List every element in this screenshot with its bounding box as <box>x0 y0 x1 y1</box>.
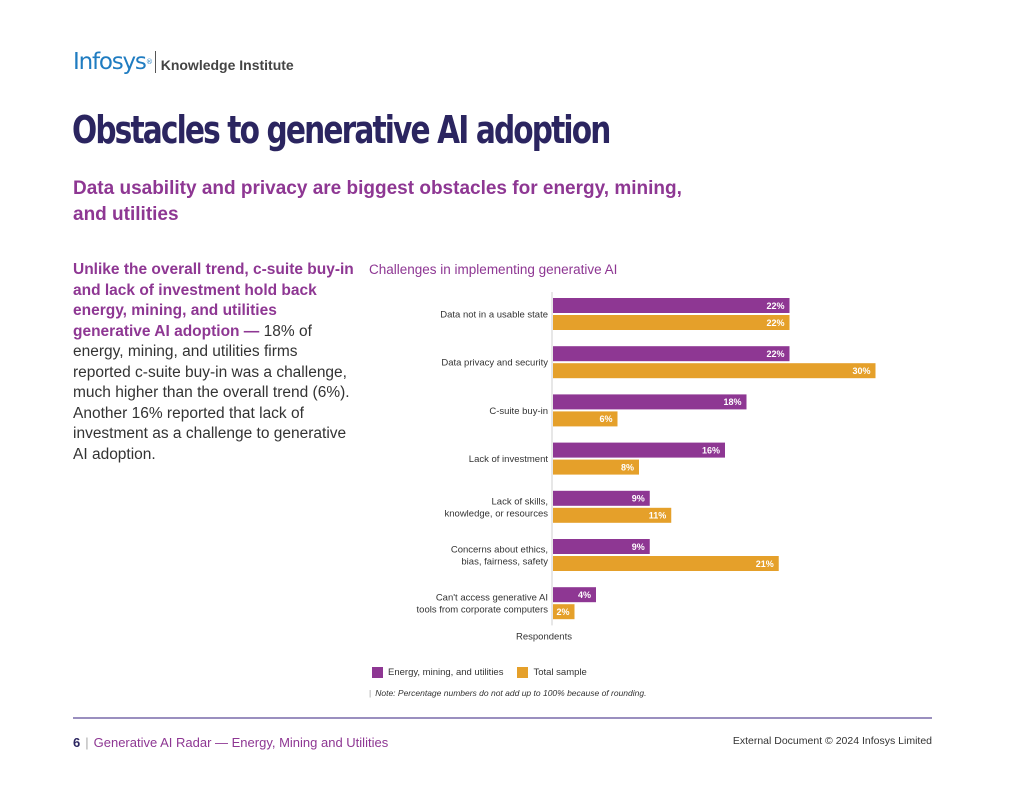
legend-item-energy: Energy, mining, and utilities <box>372 667 503 678</box>
copyright: External Document © 2024 Infosys Limited <box>732 735 932 747</box>
logo-divider <box>154 51 156 73</box>
bar-total <box>553 459 639 475</box>
bar-energy <box>553 298 790 313</box>
data-label: 21% <box>756 559 774 569</box>
category-label: Lack of investment <box>469 454 549 465</box>
chart-legend: Energy, mining, and utilities Total samp… <box>372 667 601 678</box>
chart-note: | Note: Percentage numbers do not add up … <box>369 688 646 698</box>
legend-swatch-energy <box>372 667 383 678</box>
data-label: 9% <box>632 494 645 504</box>
note-marker: | <box>369 688 372 698</box>
bar-total <box>553 363 876 379</box>
legend-swatch-total <box>517 667 529 678</box>
registered-mark: ® <box>145 58 153 66</box>
logo-division: Knowledge Institute <box>160 57 294 73</box>
legend-item-total: Total sample <box>517 667 587 678</box>
bar-total <box>553 315 790 330</box>
data-label: 8% <box>621 462 634 472</box>
footer-left: 6 | Generative AI Radar — Energy, Mining a… <box>73 735 388 750</box>
footer-separator: | <box>85 735 89 750</box>
category-label: Concerns about ethics, bias, fairness, sa… <box>451 545 548 568</box>
note-text: Note: Percentage numbers do not add up t… <box>375 688 647 698</box>
bar-chart: Data not in a usable state 22% 22% Data pri… <box>417 292 876 642</box>
page-subtitle: Data usability and privacy are biggest o… <box>73 178 682 225</box>
data-label: 6% <box>599 414 612 424</box>
bar-total <box>553 411 618 427</box>
infosys-logo: Infosys ® Knowledge Institute <box>73 48 294 74</box>
bar-energy <box>553 587 596 603</box>
bar-energy <box>553 539 650 554</box>
data-label: 4% <box>578 590 591 600</box>
page-number: 6 <box>73 735 81 750</box>
bar-energy <box>553 490 650 506</box>
data-label: 11% <box>649 511 667 521</box>
category-label: Lack of skills, knowledge, or resources <box>445 496 549 519</box>
chart-title: Challenges in implementing generative AI <box>369 262 618 277</box>
report-title: Generative AI Radar — Energy, Mining and… <box>93 735 389 750</box>
data-label: 30% <box>852 366 870 376</box>
category-label: Can't access generative AI tools from cor… <box>417 593 549 616</box>
legend-label-energy: Energy, mining, and utilities <box>388 667 504 678</box>
data-label: 2% <box>556 607 569 617</box>
data-label: 22% <box>766 349 784 359</box>
bar-energy <box>553 346 790 362</box>
logo-brand: Infosys ® <box>73 49 153 75</box>
data-label: 16% <box>702 445 720 455</box>
bar-energy <box>553 442 725 458</box>
category-label: Data not in a usable state <box>440 310 548 321</box>
body-paragraph: Unlike the overall trend, c-suite buy-in… <box>73 260 358 465</box>
page-title: Obstacles to generative AI adoption <box>72 108 611 152</box>
data-label: 18% <box>723 397 741 407</box>
data-label: 22% <box>766 318 784 328</box>
bar-total <box>553 604 575 620</box>
x-axis-label: Respondents <box>516 631 572 642</box>
category-label: Data privacy and security <box>441 358 548 369</box>
legend-label-total: Total sample <box>533 667 587 678</box>
bar-energy <box>553 394 747 410</box>
data-label: 22% <box>766 301 784 311</box>
footer-divider <box>73 717 932 719</box>
category-label: C-suite buy-in <box>489 406 548 417</box>
body-text: 18% of energy, mining, and utilities fir… <box>73 322 350 463</box>
bar-total <box>553 507 672 523</box>
body-lead: Unlike the overall trend, c-suite buy-in… <box>73 261 354 340</box>
bar-total <box>553 556 779 571</box>
data-label: 9% <box>632 542 645 552</box>
